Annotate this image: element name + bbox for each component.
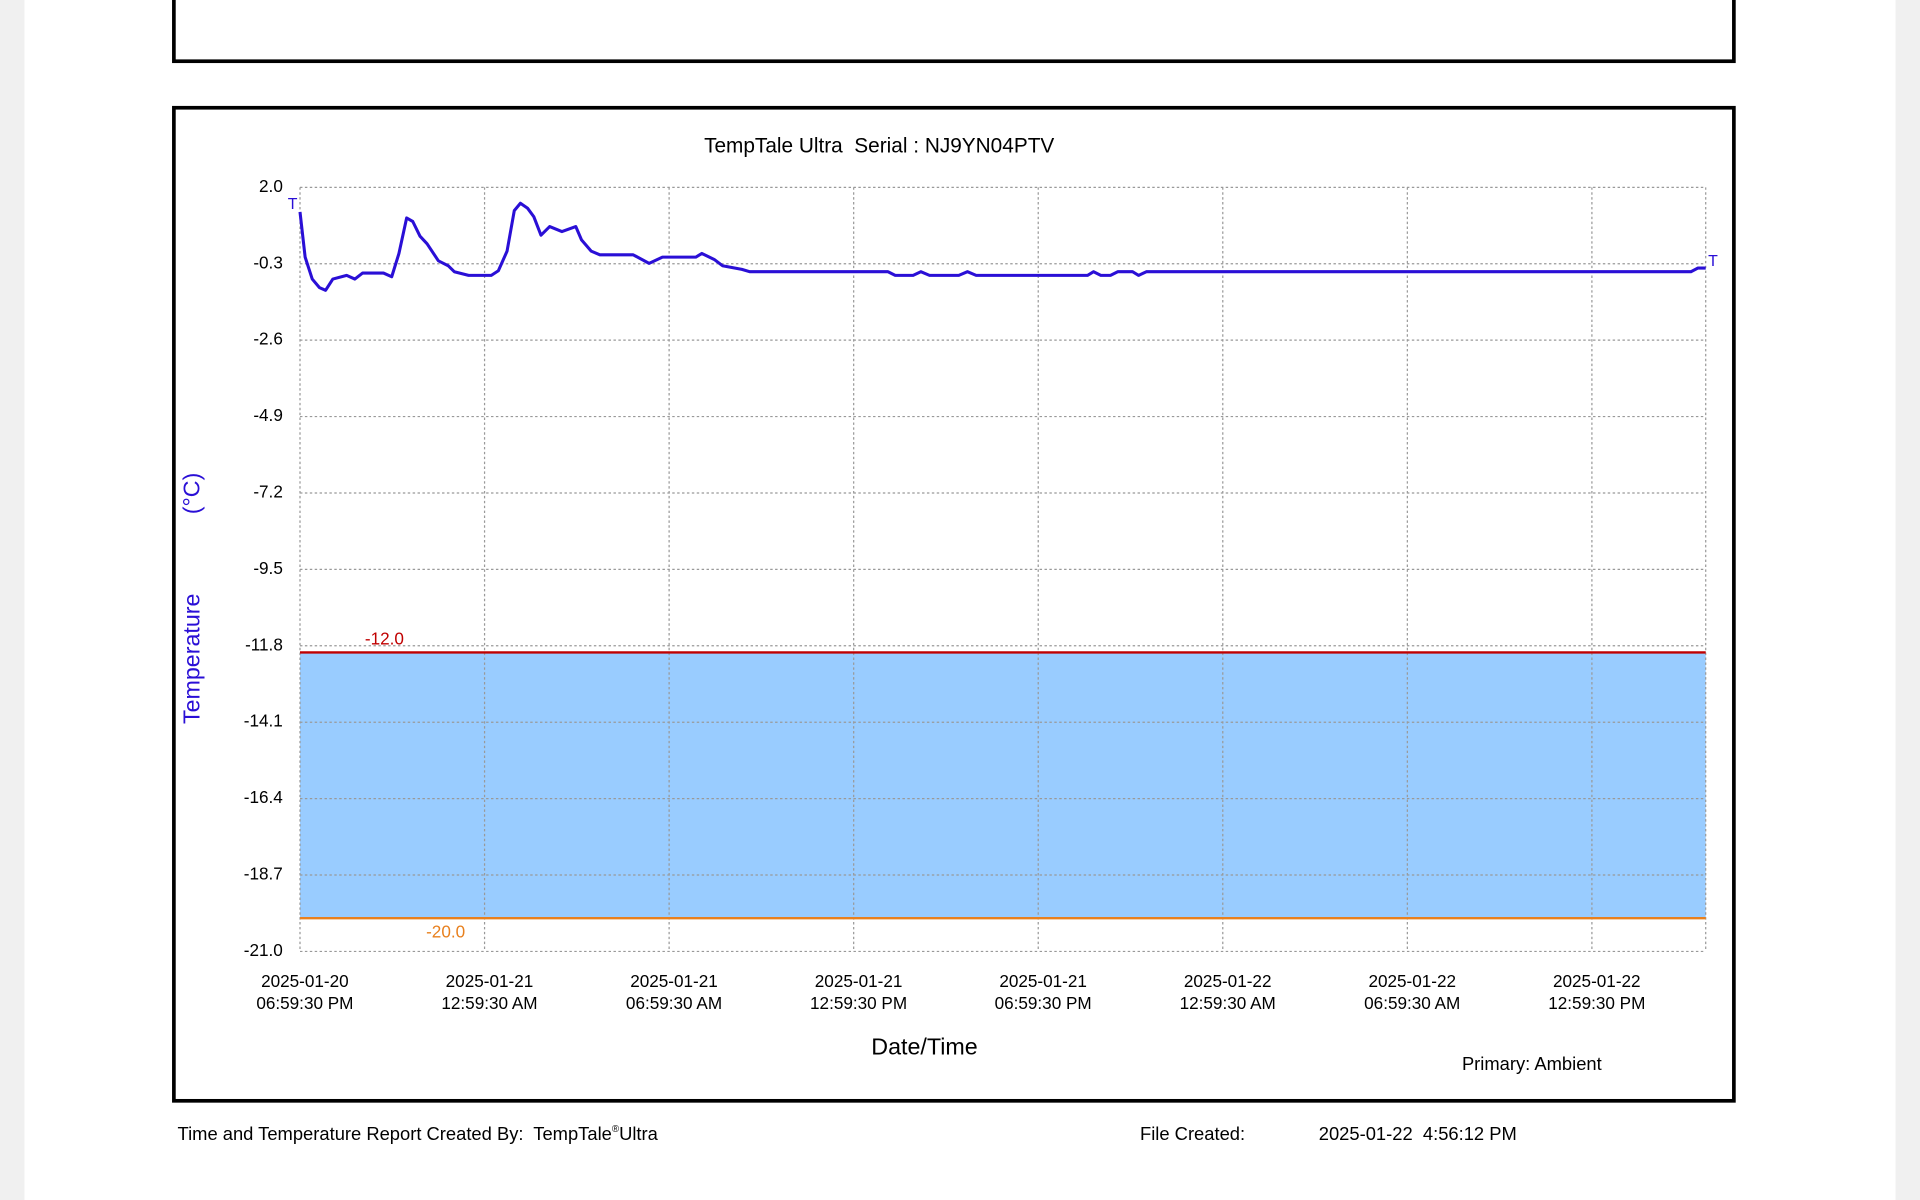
x-tick-label-line: 2025-01-21 <box>999 971 1087 991</box>
x-tick-label: 2025-01-22 06:59:30 AM <box>1364 971 1460 1013</box>
limit-band <box>300 652 1706 919</box>
x-tick-label: 2025-01-22 12:59:30 AM <box>1180 971 1276 1013</box>
x-tick-label: 2025-01-20 06:59:30 PM <box>256 971 353 1013</box>
x-tick-label-line: 12:59:30 PM <box>810 993 907 1013</box>
footer-file-created-label: File Created: <box>1140 1123 1245 1144</box>
x-tick-label-line: 2025-01-21 <box>815 971 903 991</box>
x-tick-label-line: 06:59:30 PM <box>995 993 1092 1013</box>
top-box <box>172 0 1736 64</box>
x-tick-label: 2025-01-21 12:59:30 AM <box>441 971 537 1013</box>
x-tick-label-line: 12:59:30 PM <box>1548 993 1645 1013</box>
x-tick-label-line: 2025-01-21 <box>446 971 534 991</box>
x-tick-label: 2025-01-22 12:59:30 PM <box>1548 971 1645 1013</box>
footer-product: TempTale <box>533 1123 612 1144</box>
y-tick-label: -14.1 <box>244 711 283 731</box>
x-tick-label-line: 12:59:30 AM <box>1180 993 1276 1013</box>
x-tick-label-line: 2025-01-21 <box>630 971 718 991</box>
x-tick-label-line: 2025-01-20 <box>261 971 349 991</box>
x-tick-label-line: 2025-01-22 <box>1184 971 1272 991</box>
y-axis-unit: (°C) <box>179 473 205 515</box>
chart-title: TempTale Ultra Serial : NJ9YN04PTV <box>704 134 1054 157</box>
threshold-label: -20.0 <box>426 921 465 941</box>
series-line <box>298 201 1706 292</box>
y-tick-label: -18.7 <box>244 864 283 884</box>
x-axis-title: Date/Time <box>871 1033 977 1059</box>
footer-product-suffix: Ultra <box>619 1123 659 1144</box>
y-tick-label: -9.5 <box>253 558 283 578</box>
legend-entry: Primary: Ambient <box>1462 1053 1602 1074</box>
y-tick-label: -0.3 <box>253 252 283 272</box>
end-marker: T <box>1708 253 1718 270</box>
x-tick-label: 2025-01-21 06:59:30 AM <box>626 971 722 1013</box>
y-tick-label: -4.9 <box>253 405 283 425</box>
y-tick-label: -16.4 <box>244 787 284 807</box>
y-tick-label: -21.0 <box>244 940 283 960</box>
y-tick-label: 2.0 <box>259 176 283 196</box>
footer-mark: ® <box>612 1124 620 1135</box>
footer-label: Time and Temperature Report Created By: <box>178 1123 524 1144</box>
x-tick-label-line: 06:59:30 AM <box>1364 993 1460 1013</box>
footer-file-created: 2025-01-22 4:56:12 PM <box>1319 1123 1517 1144</box>
x-tick-label-line: 2025-01-22 <box>1368 971 1456 991</box>
threshold-label: -12.0 <box>365 629 404 649</box>
x-tick-label-line: 12:59:30 AM <box>441 993 537 1013</box>
y-tick-label: -7.2 <box>253 482 283 502</box>
start-marker: T <box>288 196 298 213</box>
y-tick-label: -2.6 <box>253 329 283 349</box>
chart-box <box>172 105 1736 1103</box>
x-tick-label: 2025-01-21 06:59:30 PM <box>995 971 1092 1013</box>
x-tick-label: 2025-01-21 12:59:30 PM <box>810 971 907 1013</box>
x-tick-label-line: 2025-01-22 <box>1553 971 1641 991</box>
footer-created-by: Time and Temperature Report Created By: T… <box>178 1123 659 1144</box>
x-tick-label-line: 06:59:30 AM <box>626 993 722 1013</box>
y-axis-title: Temperature <box>179 594 205 725</box>
y-tick-label: -11.8 <box>245 634 283 654</box>
x-tick-label-line: 06:59:30 PM <box>256 993 353 1013</box>
